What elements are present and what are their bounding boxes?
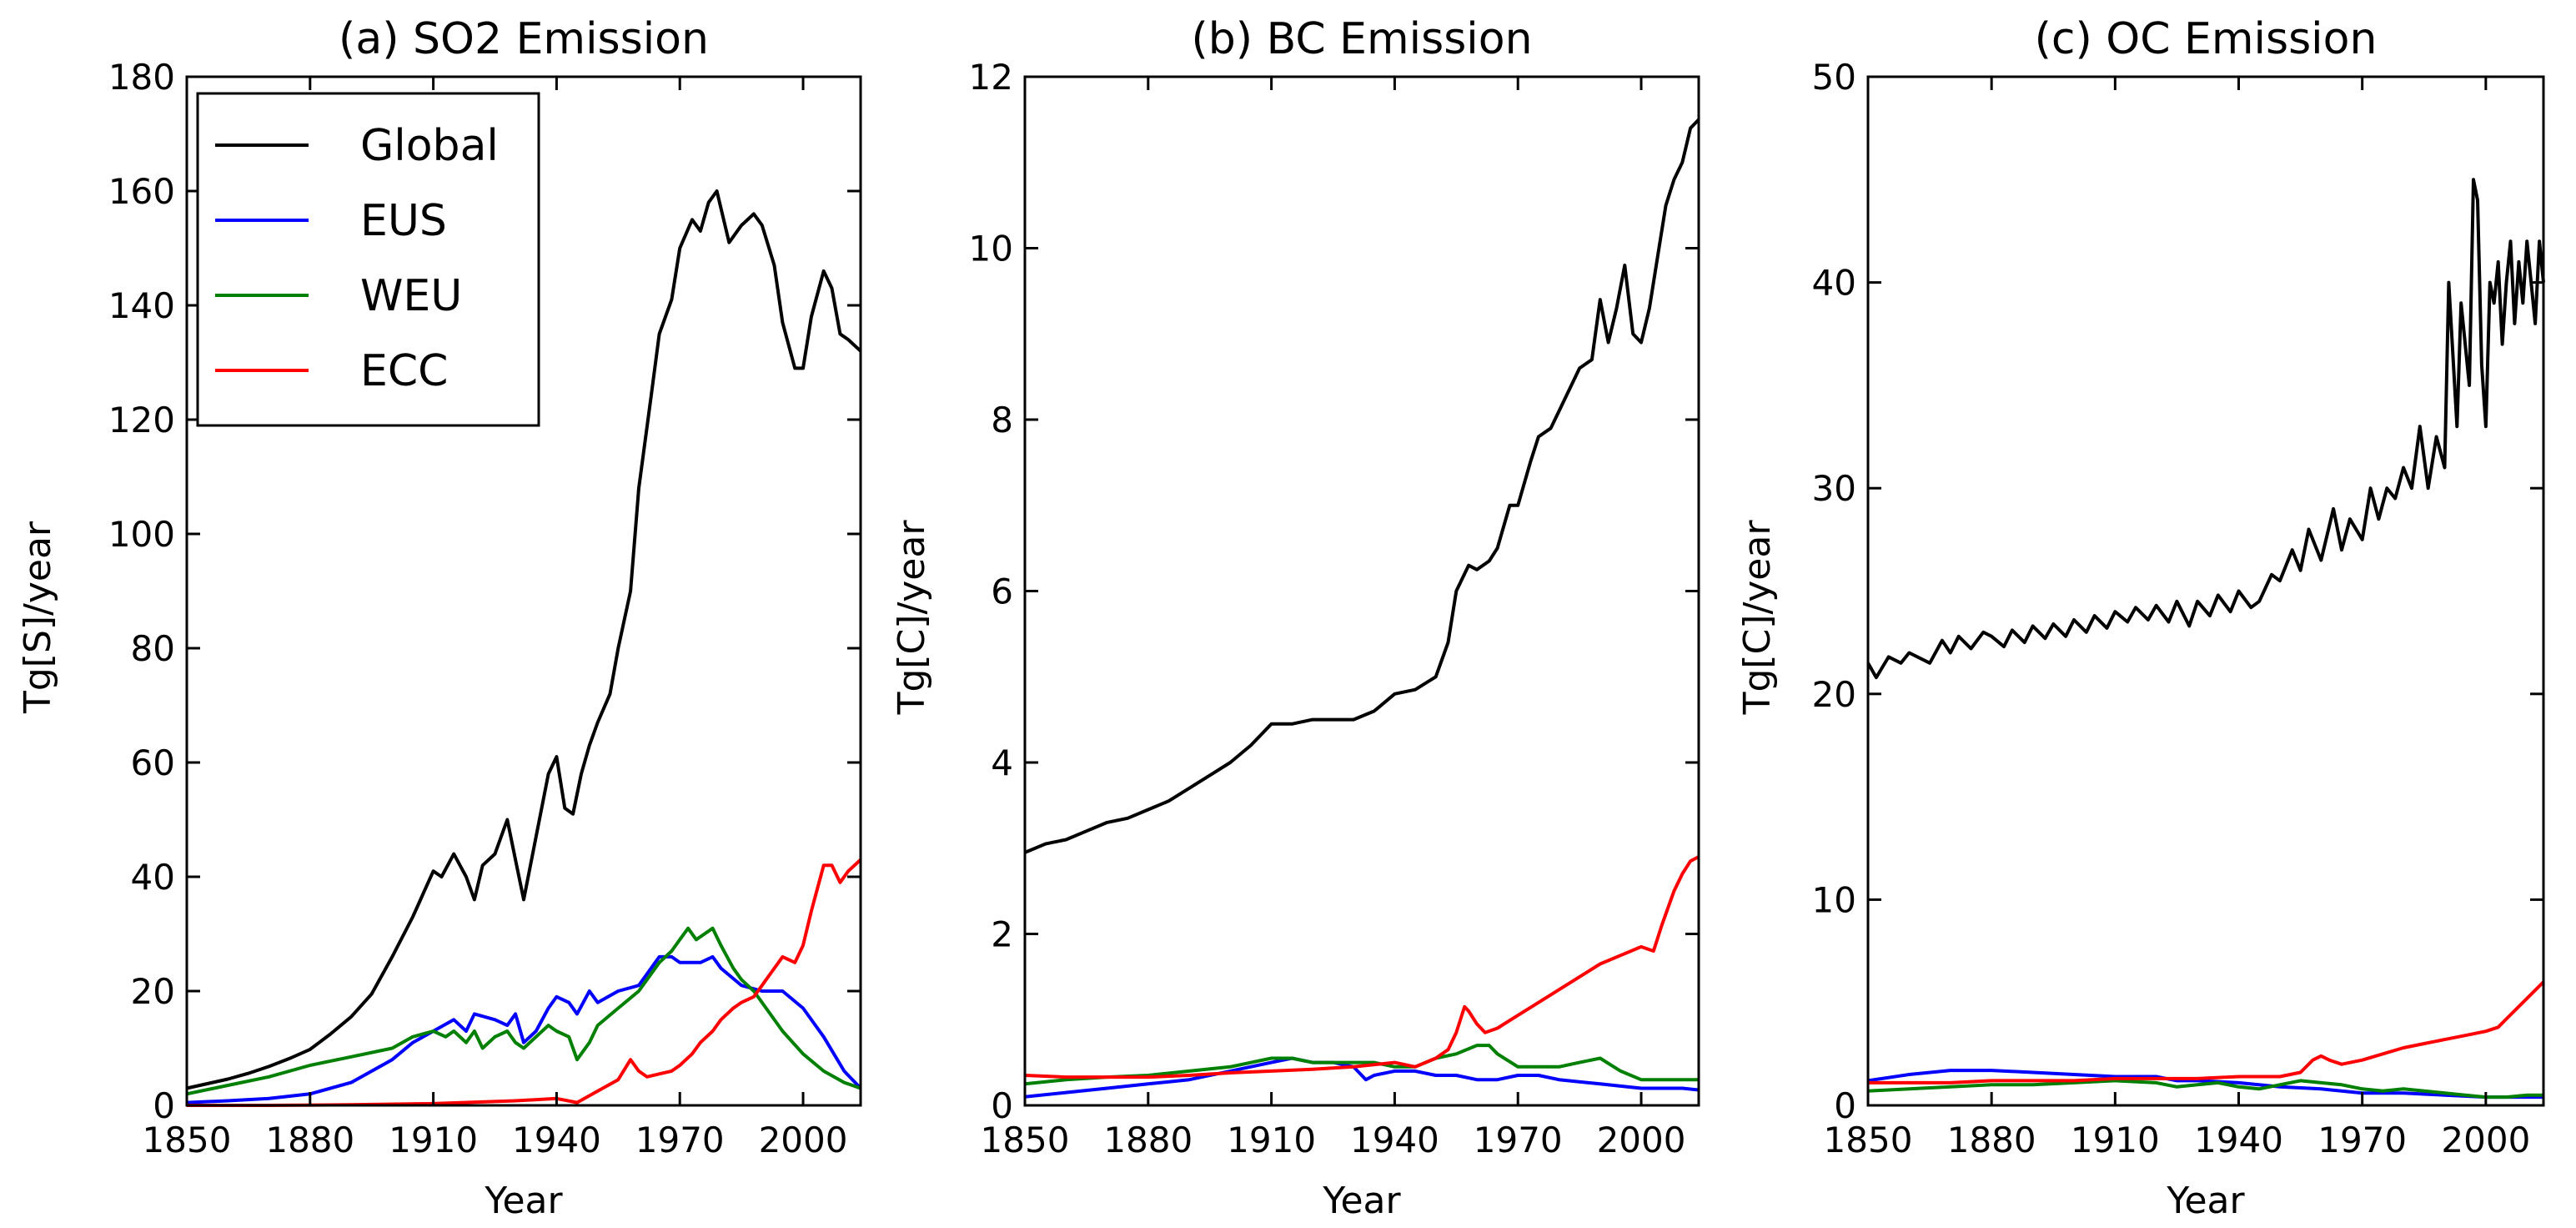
- series-line-ecc: [187, 858, 862, 1107]
- x-tick-label: 1910: [389, 1120, 478, 1160]
- y-tick-label: 40: [131, 857, 175, 898]
- legend-label-eus: EUS: [360, 196, 447, 246]
- panel-so2: (a) SO2 Emission 1850 1880 1910 1940 1970 200…: [17, 14, 862, 1222]
- tick-labels: 1850 1880 1910 1940 1970 2000 0 2 4 6 8 10 12: [969, 57, 1699, 1160]
- x-axis-label: Year: [2166, 1180, 2245, 1222]
- series-line-ecc: [1024, 855, 1700, 1080]
- plot-area: [1866, 75, 2545, 1107]
- x-tick-label: 1910: [2071, 1120, 2160, 1160]
- plot-area: [1023, 75, 1700, 1107]
- chart-title: (c) OC Emission: [2035, 14, 2378, 64]
- x-tick-label: 1880: [1103, 1120, 1193, 1160]
- chart-title: (a) SO2 Emission: [339, 14, 709, 64]
- panel-oc: (c) OC Emission 1850 1880 1910 1940 1970 2000…: [1736, 14, 2545, 1222]
- y-tick-label: 60: [131, 742, 175, 783]
- series-line-global: [1024, 118, 1700, 854]
- y-tick-label: 10: [1812, 879, 1856, 920]
- y-tick-label: 160: [108, 171, 175, 212]
- chart-title: (b) BC Emission: [1191, 14, 1532, 64]
- panel-bc: (b) BC Emission 1850 1880 1910 1940 1970 2000…: [891, 14, 1700, 1222]
- y-tick-label: 10: [969, 229, 1013, 269]
- x-tick-label: 1910: [1227, 1120, 1316, 1160]
- series-line-weu: [1867, 1079, 2543, 1100]
- y-tick-label: 4: [991, 742, 1013, 783]
- legend-label-ecc: ECC: [360, 346, 448, 396]
- legend: Global EUS WEU ECC: [196, 92, 540, 427]
- y-tick-label: 0: [1834, 1085, 1856, 1126]
- y-tick-label: 20: [1812, 674, 1856, 715]
- series-line-eus: [186, 954, 862, 1105]
- x-tick-label: 1880: [265, 1120, 354, 1160]
- y-tick-label: 30: [1812, 468, 1856, 509]
- legend-label-weu: WEU: [360, 271, 462, 321]
- y-tick-label: 50: [1812, 57, 1856, 98]
- y-tick-label: 80: [131, 628, 175, 669]
- y-tick-label: 120: [108, 400, 175, 440]
- y-axis-label: Tg[C]/year: [1736, 520, 1779, 716]
- series-line-eus: [1024, 1056, 1700, 1099]
- y-tick-label: 8: [991, 400, 1013, 440]
- x-tick-label: 2000: [1597, 1120, 1686, 1160]
- x-tick-label: 2000: [2441, 1120, 2530, 1160]
- y-tick-label: 2: [991, 914, 1013, 955]
- series-line-global: [186, 189, 862, 1090]
- x-axis-label: Year: [1322, 1180, 1401, 1222]
- y-tick-label: 40: [1812, 263, 1856, 304]
- y-tick-label: 180: [108, 57, 175, 98]
- x-tick-label: 1940: [512, 1120, 601, 1160]
- y-tick-label: 6: [991, 571, 1013, 612]
- plot-frame: [1023, 75, 1700, 1107]
- x-tick-label: 1880: [1947, 1120, 2036, 1160]
- series-line-global: [1866, 178, 2545, 680]
- x-tick-label: 1940: [1350, 1120, 1439, 1160]
- x-tick-label: 1850: [981, 1120, 1070, 1160]
- y-tick-label: 140: [108, 285, 175, 326]
- x-tick-label: 1850: [143, 1120, 232, 1160]
- x-tick-label: 2000: [759, 1120, 848, 1160]
- plot-frame: [185, 75, 862, 1107]
- series-line-ecc: [1868, 980, 2545, 1085]
- y-tick-label: 0: [991, 1085, 1013, 1126]
- y-tick-label: 20: [131, 971, 175, 1012]
- x-axis-label: Year: [484, 1180, 563, 1222]
- tick-labels: 1850 1880 1910 1940 1970 2000 0 10 20 30 40 50: [1812, 57, 2543, 1160]
- y-axis-label: Tg[S]/year: [17, 521, 59, 714]
- x-tick-label: 1970: [1474, 1120, 1563, 1160]
- x-tick-label: 1970: [2317, 1120, 2407, 1160]
- tick-labels: 1850 1880 1910 1940 1970 2000 0 20 40 60 80 100 120 1…: [108, 57, 861, 1160]
- plot-area: [185, 75, 862, 1107]
- x-tick-label: 1970: [635, 1120, 725, 1160]
- x-tick-label: 1850: [1824, 1120, 1913, 1160]
- x-tick-label: 1940: [2194, 1120, 2283, 1160]
- y-tick-label: 0: [153, 1085, 175, 1126]
- series-line-eus: [1867, 1069, 2543, 1100]
- y-axis-label: Tg[C]/year: [891, 520, 933, 716]
- legend-label-global: Global: [360, 121, 499, 171]
- y-tick-label: 12: [969, 57, 1013, 98]
- series-line-weu: [186, 926, 861, 1096]
- plot-frame: [1866, 75, 2545, 1107]
- y-tick-label: 100: [108, 514, 175, 555]
